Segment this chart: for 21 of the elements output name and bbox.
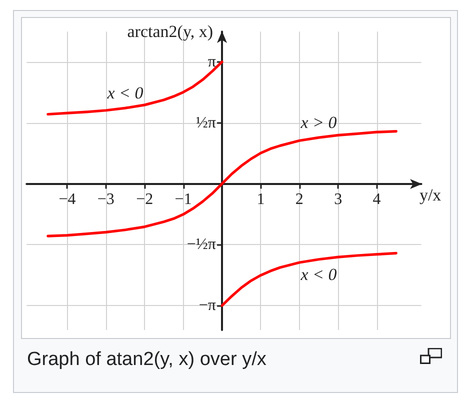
x-tick-label: 2	[295, 191, 304, 208]
series-label: x < 0	[106, 84, 144, 103]
x-tick-label: −1	[174, 191, 192, 208]
x-tick-label: −2	[136, 191, 154, 208]
line-series	[220, 252, 398, 307]
series-label: x > 0	[300, 113, 338, 132]
y-tick-label: π	[208, 53, 216, 70]
text: Graph of atan2(y, x) over y/x	[27, 349, 266, 371]
x-tick-label: 3	[334, 191, 342, 208]
y-axis-title: arctan2(y, x)	[127, 22, 214, 42]
x-tick-label: −4	[58, 191, 76, 208]
line-series	[46, 130, 398, 238]
y-tick-label: ½π	[196, 114, 216, 132]
x-tick-label: −3	[97, 191, 114, 208]
series-label: x < 0	[300, 264, 338, 284]
x-tick-label: 1	[256, 191, 265, 208]
x-axis-title: y/x	[419, 186, 442, 205]
x-tick-label: 4	[372, 191, 381, 208]
line-series	[46, 60, 224, 116]
y-tick-label: −½π	[186, 236, 216, 254]
y-tick-label: −π	[198, 297, 216, 314]
